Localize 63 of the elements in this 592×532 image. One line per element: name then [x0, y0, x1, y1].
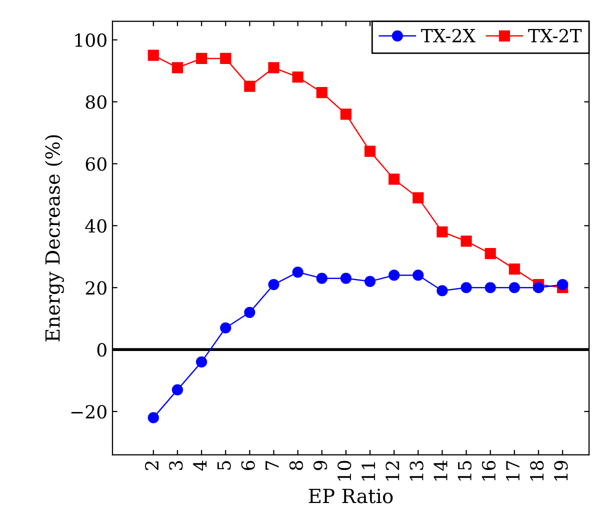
x-tick-label: 12	[386, 461, 400, 480]
point	[364, 276, 376, 287]
point	[532, 282, 544, 294]
point	[316, 86, 328, 98]
point	[172, 384, 184, 396]
x-tick-label: 14	[434, 460, 448, 480]
point	[484, 282, 496, 294]
y-tick-label: 80	[86, 95, 106, 109]
point	[292, 266, 304, 278]
y-tick-label: 40	[85, 219, 106, 233]
x-tick-label: 11	[362, 462, 375, 480]
point	[412, 270, 424, 281]
point	[340, 272, 352, 284]
x-tick-label: 3	[169, 461, 183, 470]
point	[196, 52, 208, 64]
y-tick-label: 20	[86, 281, 106, 295]
x-tick-label: 10	[338, 460, 352, 480]
point	[316, 272, 328, 284]
y-tick-label: 60	[86, 157, 106, 171]
point	[220, 52, 232, 64]
point	[268, 62, 280, 74]
y-axis-title: Energy Decrease (%)	[44, 135, 64, 342]
point	[220, 322, 232, 334]
x-tick-label: 4	[193, 460, 207, 471]
point	[148, 412, 159, 424]
x-tick-label: 13	[410, 461, 424, 480]
x-tick-label: 17	[506, 461, 520, 480]
point	[196, 356, 208, 368]
point	[148, 50, 159, 61]
point	[172, 62, 184, 74]
point	[412, 192, 424, 204]
x-tick-label: 7	[266, 461, 279, 470]
y-tick-label: 0	[97, 343, 106, 357]
x-tick-label: 9	[313, 460, 328, 470]
point	[508, 282, 520, 294]
point	[460, 236, 472, 247]
legend-label: TX-2X	[421, 28, 476, 42]
y-tick-label: 100	[75, 33, 106, 47]
y-tick-label: −20	[71, 404, 106, 419]
x-tick-label: 19	[554, 460, 568, 480]
point	[364, 146, 376, 157]
point	[388, 174, 400, 185]
point	[460, 282, 472, 294]
point	[292, 71, 304, 83]
point	[557, 278, 568, 290]
x-tick-label: 6	[241, 460, 255, 470]
x-tick-label: 8	[289, 460, 304, 470]
point	[388, 270, 400, 281]
x-tick-label: 15	[458, 461, 472, 480]
legend-label: TX-2T	[528, 28, 582, 42]
point	[244, 80, 256, 92]
x-tick-label: 5	[217, 461, 231, 470]
point	[484, 248, 496, 260]
point	[436, 285, 448, 296]
point	[244, 306, 256, 318]
point	[508, 263, 520, 275]
point	[340, 108, 352, 120]
x-tick-label: 16	[482, 460, 496, 480]
x-tick-label: 18	[530, 460, 544, 480]
point	[268, 278, 280, 290]
point	[436, 226, 448, 238]
x-axis-title: EP Ratio	[308, 488, 393, 504]
x-tick-label: 2	[144, 461, 158, 470]
